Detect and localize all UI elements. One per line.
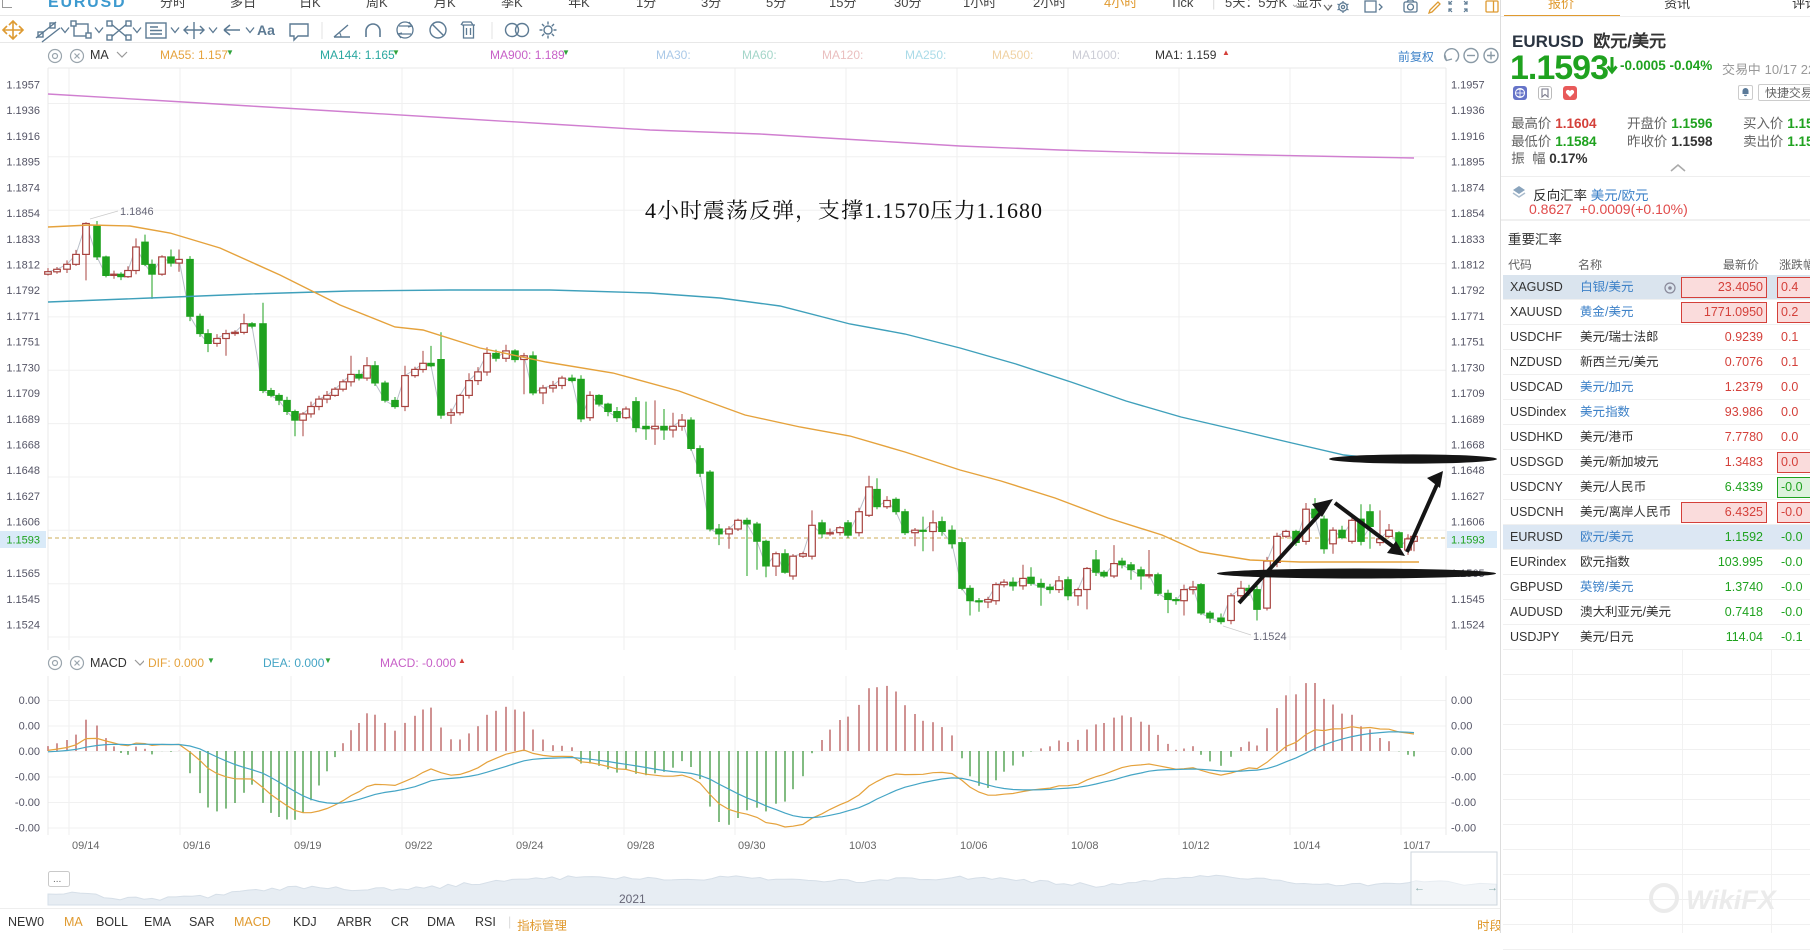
svg-text:09/19: 09/19 bbox=[294, 840, 322, 852]
svg-text:2021: 2021 bbox=[619, 892, 646, 906]
svg-text:1.1668: 1.1668 bbox=[1451, 440, 1485, 452]
svg-text:1.1957: 1.1957 bbox=[6, 80, 40, 92]
svg-text:1.1593: 1.1593 bbox=[1451, 535, 1485, 547]
svg-text:1.1648: 1.1648 bbox=[1451, 465, 1485, 477]
svg-text:1.1524: 1.1524 bbox=[1253, 631, 1287, 643]
svg-text:Aa: Aa bbox=[257, 22, 275, 38]
svg-text:1.1812: 1.1812 bbox=[1451, 260, 1485, 272]
svg-text:→: → bbox=[1487, 882, 1498, 894]
svg-text:1.1771: 1.1771 bbox=[1451, 311, 1485, 323]
svg-text:1.1627: 1.1627 bbox=[6, 491, 40, 503]
svg-text:0.00: 0.00 bbox=[1451, 721, 1472, 733]
svg-text:0.00: 0.00 bbox=[19, 746, 40, 758]
svg-text:1.1957: 1.1957 bbox=[1451, 80, 1485, 92]
svg-text:0.00: 0.00 bbox=[1451, 695, 1472, 707]
svg-text:1.1846: 1.1846 bbox=[120, 206, 154, 218]
svg-text:0.00: 0.00 bbox=[19, 721, 40, 733]
svg-text:1.1874: 1.1874 bbox=[6, 182, 40, 194]
svg-text:09/30: 09/30 bbox=[738, 840, 766, 852]
svg-text:0.00: 0.00 bbox=[19, 695, 40, 707]
svg-text:1.1895: 1.1895 bbox=[1451, 157, 1485, 169]
svg-text:09/22: 09/22 bbox=[405, 840, 433, 852]
svg-text:10/14: 10/14 bbox=[1293, 840, 1321, 852]
svg-text:1.1627: 1.1627 bbox=[1451, 491, 1485, 503]
svg-text:-0.00: -0.00 bbox=[1451, 797, 1476, 809]
svg-text:10/03: 10/03 bbox=[849, 840, 877, 852]
svg-text:1.1854: 1.1854 bbox=[1451, 208, 1485, 220]
svg-text:1.1916: 1.1916 bbox=[6, 131, 40, 143]
svg-text:09/28: 09/28 bbox=[627, 840, 655, 852]
svg-text:1.1593: 1.1593 bbox=[6, 535, 40, 547]
svg-text:1.1648: 1.1648 bbox=[6, 465, 40, 477]
svg-text:0.00: 0.00 bbox=[1451, 746, 1472, 758]
svg-text:1.1606: 1.1606 bbox=[6, 517, 40, 529]
svg-text:1.1792: 1.1792 bbox=[6, 285, 40, 297]
svg-text:10/12: 10/12 bbox=[1182, 840, 1210, 852]
svg-text:-0.00: -0.00 bbox=[1451, 823, 1476, 835]
svg-text:1.1689: 1.1689 bbox=[6, 414, 40, 426]
svg-text:09/16: 09/16 bbox=[183, 840, 211, 852]
svg-text:-0.00: -0.00 bbox=[15, 823, 40, 835]
svg-text:1.1668: 1.1668 bbox=[6, 440, 40, 452]
svg-text:-0.00: -0.00 bbox=[1451, 772, 1476, 784]
svg-text:←: ← bbox=[1414, 882, 1425, 894]
svg-text:10/06: 10/06 bbox=[960, 840, 988, 852]
svg-text:09/24: 09/24 bbox=[516, 840, 544, 852]
svg-text:1.1936: 1.1936 bbox=[6, 105, 40, 117]
svg-text:1.1545: 1.1545 bbox=[1451, 594, 1485, 606]
svg-text:1.1730: 1.1730 bbox=[6, 362, 40, 374]
svg-text:1.1771: 1.1771 bbox=[6, 311, 40, 323]
svg-text:1.1606: 1.1606 bbox=[1451, 517, 1485, 529]
svg-text:1.1751: 1.1751 bbox=[6, 337, 40, 349]
svg-text:1.1545: 1.1545 bbox=[6, 594, 40, 606]
svg-text:1.1812: 1.1812 bbox=[6, 260, 40, 272]
svg-text:WikiFX: WikiFX bbox=[1686, 885, 1778, 915]
svg-text:-0.00: -0.00 bbox=[15, 772, 40, 784]
svg-text:1.1730: 1.1730 bbox=[1451, 362, 1485, 374]
svg-text:1.1833: 1.1833 bbox=[1451, 234, 1485, 246]
svg-text:1.1689: 1.1689 bbox=[1451, 414, 1485, 426]
svg-text:1.1565: 1.1565 bbox=[6, 568, 40, 580]
svg-text:1.1874: 1.1874 bbox=[1451, 182, 1485, 194]
svg-text:-0.00: -0.00 bbox=[15, 797, 40, 809]
svg-text:1.1524: 1.1524 bbox=[1451, 620, 1485, 632]
svg-text:1.1936: 1.1936 bbox=[1451, 105, 1485, 117]
svg-text:1.1895: 1.1895 bbox=[6, 157, 40, 169]
svg-text:1.1709: 1.1709 bbox=[1451, 388, 1485, 400]
svg-text:10/17: 10/17 bbox=[1403, 840, 1431, 852]
svg-text:1.1833: 1.1833 bbox=[6, 234, 40, 246]
svg-text:09/14: 09/14 bbox=[72, 840, 100, 852]
svg-text:1.1751: 1.1751 bbox=[1451, 337, 1485, 349]
svg-text:...: ... bbox=[53, 874, 61, 885]
svg-text:1.1524: 1.1524 bbox=[6, 620, 40, 632]
svg-text:1.1709: 1.1709 bbox=[6, 388, 40, 400]
svg-text:1.1854: 1.1854 bbox=[6, 208, 40, 220]
svg-text:10/08: 10/08 bbox=[1071, 840, 1099, 852]
svg-text:1.1792: 1.1792 bbox=[1451, 285, 1485, 297]
svg-text:1.1916: 1.1916 bbox=[1451, 131, 1485, 143]
